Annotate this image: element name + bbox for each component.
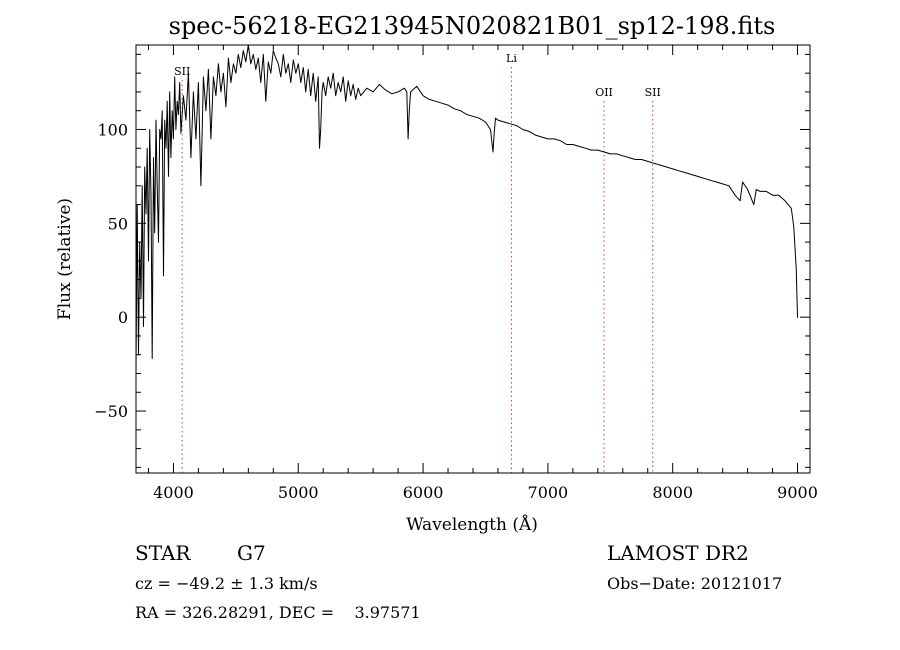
x-tick-label: 4000 — [153, 483, 194, 502]
x-tick-label: 9000 — [777, 483, 818, 502]
x-tick-label: 7000 — [528, 483, 569, 502]
y-tick-label: 100 — [97, 120, 128, 139]
x-tick-label: 8000 — [652, 483, 693, 502]
x-tick-label: 5000 — [278, 483, 319, 502]
plot-frame — [135, 44, 811, 474]
x-axis-label: Wavelength (Å) — [406, 514, 538, 535]
redshift-readout: cz = −49.2 ± 1.3 km/s — [135, 574, 318, 593]
spectrum-chart: spec-56218-EG213945N020821B01_sp12-198.f… — [55, 12, 818, 535]
coordinates-readout: RA = 326.28291, DEC = 3.97571 — [135, 603, 421, 622]
spectral-line-label: SII — [645, 86, 661, 99]
series-layer — [135, 44, 799, 374]
y-axis-label: Flux (relative) — [55, 198, 75, 320]
object-subclass: G7 — [237, 541, 266, 565]
x-tick-label: 6000 — [403, 483, 444, 502]
axes-layer: 4000 5000 6000 7000 8000 9000 −50 0 50 100 — [94, 44, 818, 502]
spectral-line-label: SII — [174, 65, 190, 78]
spectral-lines-layer: SII Li OII SII — [174, 52, 661, 473]
object-class: STAR — [135, 541, 191, 565]
survey-name: LAMOST DR2 — [607, 541, 749, 565]
chart-title: spec-56218-EG213945N020821B01_sp12-198.f… — [169, 12, 776, 40]
observation-date: Obs−Date: 20121017 — [607, 574, 783, 593]
y-tick-label: −50 — [94, 402, 128, 421]
spectral-line-label: Li — [506, 52, 517, 65]
y-tick-label: 0 — [118, 308, 128, 327]
y-tick-label: 50 — [108, 214, 128, 233]
spectrum-line — [135, 44, 799, 374]
spectral-line-label: OII — [595, 86, 613, 99]
